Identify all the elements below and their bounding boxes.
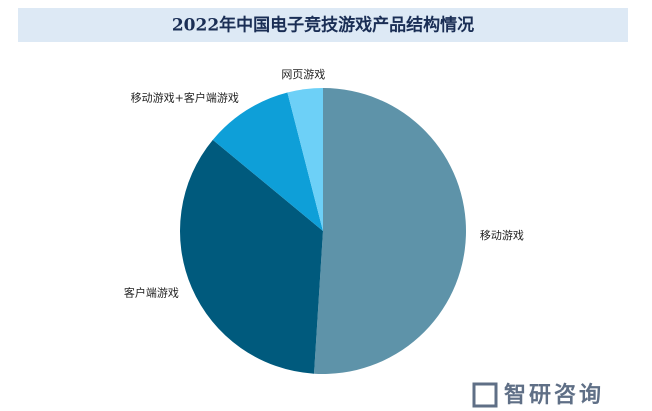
slice-label: 客户端游戏: [124, 285, 179, 299]
title-bar: [18, 8, 628, 42]
slice-label: 移动游戏+客户端游戏: [131, 90, 239, 104]
brand-logo: 智研咨询: [472, 382, 604, 408]
pie-slice: [314, 88, 466, 374]
pie-slice: [179, 139, 323, 374]
slice-label: 网页游戏: [281, 68, 325, 81]
brand-text: 智研咨询: [504, 382, 604, 408]
pie-slice: [287, 88, 323, 231]
brand-icon: [472, 382, 498, 408]
slice-label: 移动游戏: [480, 229, 524, 242]
pie-slice: [212, 92, 323, 231]
chart-title: 2022年中国电子竞技游戏产品结构情况: [172, 15, 474, 36]
